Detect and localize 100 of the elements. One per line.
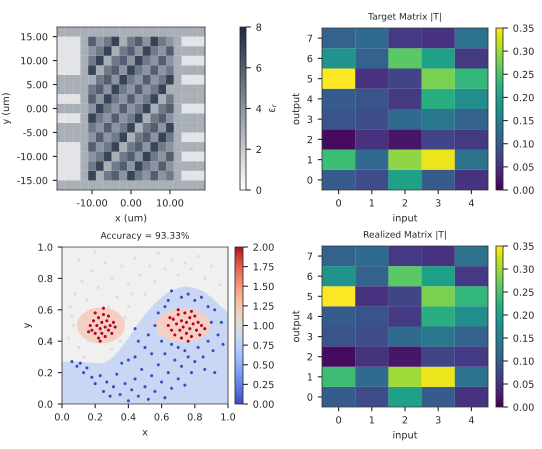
color-bar-label: 0.75: [253, 342, 274, 349]
y-tick-label: 2: [308, 136, 312, 144]
point: [94, 311, 97, 314]
point: [174, 322, 178, 326]
y-tick-label: 0: [307, 176, 312, 184]
color-bar-label: 2.00: [253, 243, 274, 251]
color-bar-label: 0: [256, 186, 262, 194]
y-tick-label: 6: [307, 54, 312, 62]
y-axis-title: output: [292, 93, 302, 124]
x-axis-title: input: [393, 214, 418, 224]
color-bar-label: 0.20: [513, 311, 534, 319]
point: [188, 327, 192, 330]
color-bar-label: 0.25: [513, 70, 534, 78]
y-tick-label: 2: [308, 353, 312, 360]
point: [106, 305, 110, 308]
point: [87, 340, 90, 343]
y-axis-title: y: [24, 322, 32, 328]
point: [124, 316, 127, 320]
x-tick-label: 2: [402, 199, 408, 206]
point: [90, 328, 94, 332]
x-tick-label: 0.6: [154, 413, 169, 421]
x-tick-label: 4: [468, 416, 474, 424]
color-bar-label: 0.15: [513, 334, 534, 342]
y-tick-label: 0.00: [26, 104, 48, 112]
x-tick-label: 4: [468, 199, 474, 206]
x-tick-label: 0.2: [88, 413, 102, 421]
x-tick-label: 3: [436, 199, 441, 207]
point: [96, 336, 100, 340]
point: [182, 326, 185, 329]
point: [172, 318, 175, 321]
point: [102, 312, 106, 316]
color-bar-title: ε$_{r}$: [269, 104, 276, 112]
y-tick-label: -10.00: [17, 152, 48, 160]
point: [110, 332, 114, 335]
color-bar-label: 0.00: [513, 186, 534, 194]
point: [203, 327, 206, 330]
color-bar-label: 0.00: [513, 403, 534, 411]
x-tick-label: 1: [370, 416, 374, 424]
point: [100, 320, 104, 324]
point: [170, 328, 174, 332]
x-tick-label: 1.0: [221, 413, 236, 421]
y-tick-label: 5: [308, 75, 312, 82]
y-axis-title: y (um): [2, 93, 12, 124]
x-tick-label: 0.00: [120, 199, 142, 207]
x-tick-label: 0.4: [121, 413, 136, 421]
color-bar-label: 1.50: [254, 282, 274, 290]
y-tick-label: 0.8: [38, 274, 52, 282]
point: [180, 336, 184, 340]
x-tick-label: 0: [336, 416, 342, 424]
point: [176, 308, 180, 312]
point: [173, 333, 176, 336]
point: [186, 340, 190, 343]
point: [98, 340, 102, 343]
color-bar-label: 0.10: [513, 357, 534, 365]
color-bar-label: 4: [256, 105, 262, 112]
y-tick-label: -15.00: [17, 176, 48, 184]
color-bar-label: 8: [256, 23, 262, 31]
color-bar-label: 0.35: [513, 242, 534, 250]
y-tick-label: 5.00: [27, 81, 48, 88]
chart-title: Realized Matrix |T|: [364, 230, 446, 240]
y-tick-label: 4: [307, 313, 312, 320]
point: [106, 314, 110, 318]
y-tick-label: -5.00: [23, 128, 48, 136]
y-tick-label: 4: [307, 95, 312, 103]
point: [100, 332, 104, 335]
x-tick-label: 0.0: [54, 413, 70, 421]
point: [192, 322, 195, 326]
point: [198, 333, 202, 336]
point: [72, 324, 76, 328]
y-tick-label: 0: [307, 393, 312, 401]
color-bar-label: 1.75: [254, 263, 274, 270]
y-tick-label: 6: [307, 272, 312, 280]
point: [184, 320, 188, 324]
point: [118, 340, 122, 343]
x-axis-title: x (um): [115, 214, 146, 223]
point: [168, 316, 172, 320]
chart-title: Accuracy = 93.33%: [100, 232, 189, 241]
point: [190, 310, 194, 313]
point: [87, 330, 90, 334]
color-bar-label: 1.25: [254, 302, 274, 310]
point: [88, 324, 92, 328]
y-tick-label: 0.4: [38, 338, 52, 346]
y-tick-label: 1: [308, 156, 312, 164]
point: [200, 324, 203, 328]
point: [114, 326, 117, 329]
point: [112, 320, 116, 324]
point: [104, 326, 107, 329]
point: [178, 328, 182, 332]
x-tick-label: 1: [370, 199, 374, 206]
y-axis-title: output: [292, 310, 302, 342]
color-bar-label: 0.15: [513, 117, 534, 124]
point: [194, 328, 198, 332]
color-bar-label: 2: [256, 146, 261, 153]
x-tick-label: 2: [402, 416, 408, 424]
x-tick-label: -10.00: [76, 199, 108, 207]
point: [96, 316, 100, 320]
point: [184, 332, 188, 335]
y-tick-label: 1.0: [38, 243, 52, 251]
point: [176, 312, 180, 316]
y-tick-label: 0.6: [38, 306, 52, 314]
